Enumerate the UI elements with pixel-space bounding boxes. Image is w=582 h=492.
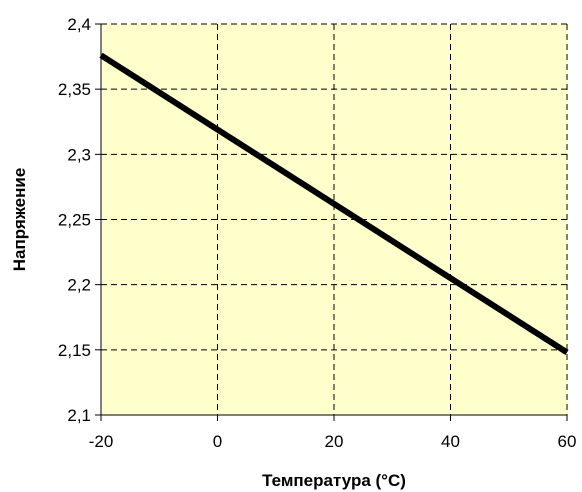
tick-marks (95, 23, 568, 421)
y-axis-tick-labels: 2,1 2,15 2,2 2,25 2,3 2,35 2,4 (58, 15, 91, 425)
x-axis-tick-labels: -20 0 20 40 60 (89, 432, 577, 451)
y-tick-label-6: 2,4 (67, 15, 91, 34)
series-layer (99, 52, 569, 355)
y-tick-label-3: 2,25 (58, 211, 91, 230)
y-tick-label-5: 2,35 (58, 80, 91, 99)
grid-lines (101, 24, 567, 415)
x-tick-label-0: -20 (89, 432, 114, 451)
y-tick-label-4: 2,3 (67, 145, 91, 164)
x-tick-label-3: 40 (441, 432, 460, 451)
x-axis-title: Температура (°C) (262, 471, 406, 490)
x-tick-label-1: 0 (213, 432, 222, 451)
y-tick-label-2: 2,2 (67, 276, 91, 295)
y-tick-label-0: 2,1 (67, 406, 91, 425)
y-axis-title: Напряжение (10, 168, 29, 272)
x-tick-label-2: 20 (325, 432, 344, 451)
y-tick-label-1: 2,15 (58, 341, 91, 360)
x-tick-label-4: 60 (558, 432, 577, 451)
series-line-0 (99, 52, 569, 355)
